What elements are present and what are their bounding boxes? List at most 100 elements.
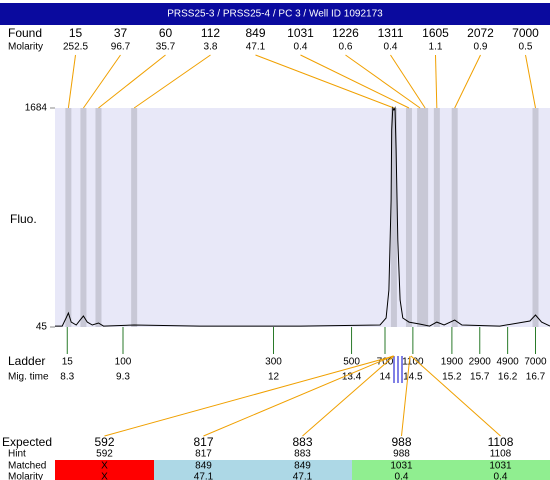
peak-connector — [67, 54, 76, 109]
peak-band — [131, 108, 138, 327]
peak-band — [422, 108, 429, 327]
expected-size: 1108 — [488, 435, 514, 449]
peak-band — [80, 108, 87, 327]
molarity: 47.1 — [194, 472, 214, 480]
found-size: 60 — [159, 26, 173, 40]
ladder-time: 14 — [379, 372, 391, 383]
found-molarity: 47.1 — [246, 42, 266, 53]
match-connector — [410, 355, 501, 437]
expected-size: 592 — [94, 435, 114, 449]
hint: 883 — [294, 449, 311, 460]
peak-connector — [454, 54, 481, 109]
hint: 1108 — [490, 449, 512, 460]
hint: 988 — [393, 449, 410, 460]
ladder-time: 15.2 — [442, 372, 462, 383]
found-size: 849 — [245, 26, 265, 40]
found-label: Found — [8, 26, 42, 40]
ladder-time: 16.2 — [498, 372, 518, 383]
row-label: Hint — [8, 449, 26, 460]
match-connector — [401, 355, 411, 437]
ladder-time: 14.5 — [403, 372, 423, 383]
peak-band — [532, 108, 539, 327]
match-connector — [203, 355, 394, 437]
expected-size: 883 — [292, 435, 312, 449]
matched: 849 — [195, 461, 212, 472]
found-molarity: 1.1 — [429, 42, 443, 53]
ladder-size: 4900 — [497, 357, 520, 368]
found-size: 1605 — [422, 26, 449, 40]
found-size: 7000 — [512, 26, 539, 40]
trace — [55, 106, 550, 327]
found-molarity: 0.6 — [339, 42, 353, 53]
match-cell — [55, 460, 154, 480]
matched: X — [101, 461, 108, 472]
molarity: 0.4 — [494, 472, 508, 480]
expected-size: 988 — [391, 435, 411, 449]
ladder-size: 2900 — [469, 357, 492, 368]
peak-connector — [255, 54, 395, 109]
ladder-time: 13.4 — [342, 372, 362, 383]
ladder-time: 9.3 — [116, 372, 130, 383]
found-molarity: 0.4 — [294, 42, 308, 53]
row-label: Matched — [8, 461, 46, 472]
ladder-size: 15 — [62, 357, 74, 368]
ladder-time: 8.3 — [60, 372, 74, 383]
ladder-label: Ladder — [8, 354, 45, 368]
found-molarity: 96.7 — [111, 42, 131, 53]
match-cell — [451, 460, 550, 480]
peak-band — [433, 108, 440, 327]
ladder-size: 300 — [265, 357, 282, 368]
peak-band — [405, 108, 412, 327]
mig-time-label: Mig. time — [8, 372, 49, 383]
match-connector — [104, 355, 395, 437]
found-size: 37 — [114, 26, 128, 40]
plot-area — [55, 108, 550, 327]
peak-connector — [133, 54, 211, 109]
peak-band — [451, 108, 458, 327]
found-molarity: 252.5 — [63, 42, 88, 53]
found-size: 15 — [69, 26, 83, 40]
matched: 849 — [294, 461, 311, 472]
ladder-size: 700 — [377, 357, 394, 368]
matched: 1031 — [489, 461, 512, 472]
peak-band — [390, 108, 397, 327]
ladder-size: 7000 — [524, 357, 547, 368]
molarity-label: Molarity — [8, 42, 43, 53]
peak-band — [95, 108, 102, 327]
found-molarity: 3.8 — [204, 42, 218, 53]
y-tick-label: 1684 — [25, 103, 48, 114]
row-label: Expected — [2, 435, 52, 449]
hint: 817 — [195, 449, 212, 460]
ladder-size: 500 — [343, 357, 360, 368]
found-size: 1311 — [378, 26, 404, 40]
molarity: 0.4 — [395, 472, 409, 480]
y-tick-label: 45 — [36, 322, 48, 333]
peak-connector — [435, 54, 438, 109]
found-molarity: 0.4 — [384, 42, 398, 53]
molarity: 47.1 — [293, 472, 313, 480]
peak-band — [417, 108, 424, 327]
molarity: X — [101, 472, 108, 480]
ladder-time: 16.7 — [526, 372, 546, 383]
y-axis-label: Fluo. — [10, 212, 37, 226]
match-connector — [302, 355, 395, 437]
peak-connector — [390, 54, 426, 109]
ladder-size: 1100 — [402, 357, 424, 368]
peak-connector — [98, 54, 166, 109]
found-size: 112 — [201, 26, 220, 40]
peak-connector — [525, 54, 536, 109]
found-molarity: 35.7 — [156, 42, 176, 53]
row-label: Molarity — [8, 472, 43, 480]
match-cell — [154, 460, 253, 480]
expected-size: 817 — [193, 435, 213, 449]
found-size: 1226 — [332, 26, 359, 40]
hint: 592 — [96, 449, 113, 460]
ladder-size: 1900 — [441, 357, 464, 368]
match-cell — [352, 460, 451, 480]
ladder-time: 15.7 — [470, 372, 490, 383]
found-size: 1031 — [287, 26, 314, 40]
peak-connector — [300, 54, 410, 109]
ladder-size: 100 — [115, 357, 132, 368]
found-size: 2072 — [467, 26, 494, 40]
